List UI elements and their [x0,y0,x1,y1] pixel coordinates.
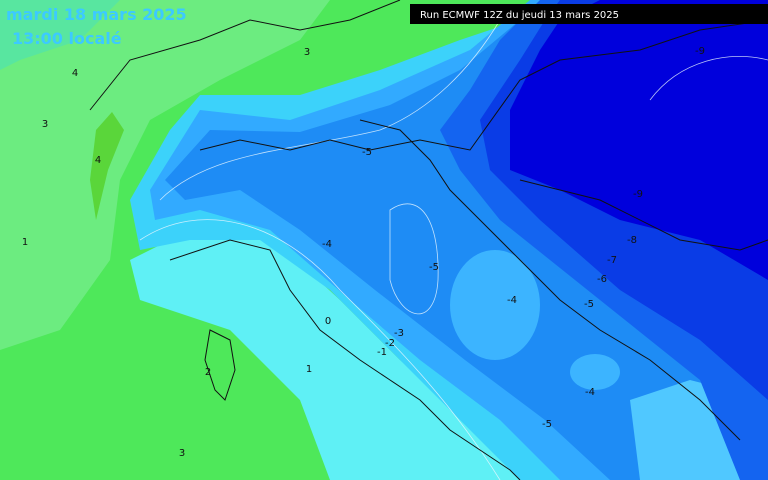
contour-label: -5 [584,299,594,310]
border [519,179,768,251]
border [89,0,401,111]
contour-label: -4 [585,387,595,398]
contour-label: -8 [627,235,637,246]
isoline [139,219,501,480]
island [204,329,236,401]
run-banner [410,4,768,24]
contour-label: 4 [72,68,78,79]
coastline [169,239,521,480]
contour-label: -5 [362,147,372,158]
isoline [159,19,501,201]
coastline [359,119,741,441]
contour-label: -2 [385,338,395,349]
date-title: mardi 18 mars 2025 [6,5,187,24]
pale-green-zone [0,0,330,350]
contour-label: -9 [633,189,643,200]
contour-label: 2 [205,367,211,378]
time-title: 13:00 localé [12,29,122,48]
cyan-zone [130,225,520,480]
contour-label: 3 [179,448,185,459]
contour-label: -5 [542,419,552,430]
contour-label: 1 [22,237,28,248]
contour-label: 1 [306,364,312,375]
contour-label: -4 [322,239,332,250]
isoline [389,203,439,315]
isoline [649,56,768,101]
light-patch [450,250,540,360]
dark-green-patch [90,112,124,220]
contour-label: -7 [607,255,617,266]
contour-label: -9 [695,46,705,57]
contour-label: 3 [304,47,310,58]
contour-label: -1 [377,347,387,358]
light-patch [570,354,620,390]
contour-label: 0 [325,316,331,327]
contour-label: -5 [429,262,439,273]
contour-label: 4 [95,155,101,166]
contour-label: -4 [507,295,517,306]
contour-label: -6 [597,274,607,285]
navy-zone [510,0,768,280]
teal-zone [0,0,120,70]
border [199,19,768,151]
run-text: Run ECMWF 12Z du jeudi 13 mars 2025 [420,10,619,21]
contour-label: 3 [42,119,48,130]
contour-label: -3 [394,328,404,339]
